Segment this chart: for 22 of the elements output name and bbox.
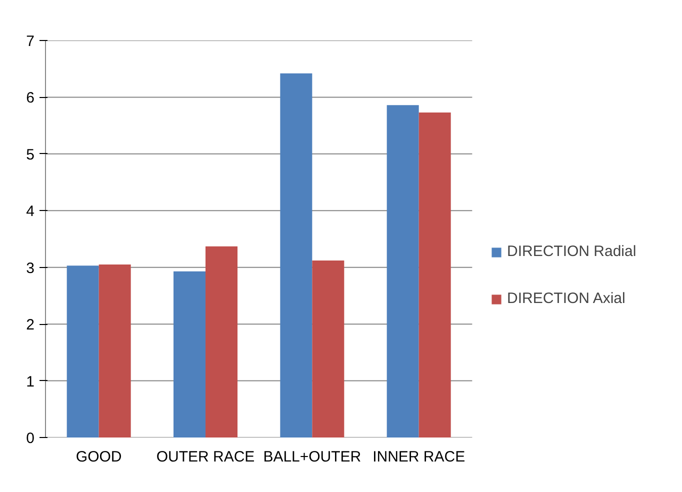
y-tick-label: 4 (26, 203, 34, 220)
bar (280, 73, 312, 438)
y-tick-label: 0 (26, 430, 34, 447)
x-tick-label: OUTER RACE (156, 448, 255, 466)
y-tick-label: 7 (26, 33, 34, 50)
bar (418, 112, 451, 438)
bar (66, 266, 99, 438)
x-tick-label: BALL+OUTER (263, 448, 362, 466)
bar (386, 105, 419, 438)
legend-label: DIRECTION Radial (507, 243, 636, 260)
bar (206, 246, 238, 438)
y-tick-label: 5 (26, 146, 34, 164)
legend-label: DIRECTION Axial (507, 290, 626, 307)
bar (174, 271, 206, 438)
x-tick-label: GOOD (76, 448, 122, 466)
y-tick-label: 1 (26, 373, 34, 390)
y-tick-label: 6 (26, 90, 34, 107)
y-tick-label: 3 (26, 260, 34, 277)
bar (312, 260, 344, 438)
y-tick-label: 2 (26, 316, 34, 334)
bar (98, 264, 131, 438)
x-tick-label: INNER RACE (372, 448, 466, 466)
